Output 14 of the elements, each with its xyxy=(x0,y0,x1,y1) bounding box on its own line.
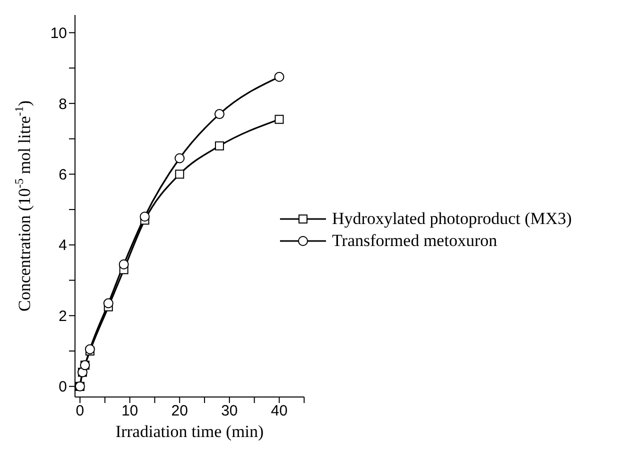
y-tick-label: 2 xyxy=(58,308,67,325)
y-tick-label: 0 xyxy=(58,378,67,396)
legend-label: Transformed metoxuron xyxy=(332,231,498,251)
x-tick-label: 10 xyxy=(121,402,138,420)
y-tick-label: 4 xyxy=(58,237,67,254)
y-tick-label: 8 xyxy=(58,96,67,113)
y-tick-label: 6 xyxy=(58,166,67,184)
x-tick-label: 40 xyxy=(270,402,288,420)
x-tick-label: 30 xyxy=(221,402,238,420)
y-tick-label: 10 xyxy=(50,25,67,42)
x-axis-title: Irradiation time (min) xyxy=(115,422,264,441)
x-tick-label: 20 xyxy=(171,402,188,420)
legend-label: Hydroxylated photoproduct (MX3) xyxy=(332,209,572,229)
x-tick-label: 0 xyxy=(76,402,84,420)
